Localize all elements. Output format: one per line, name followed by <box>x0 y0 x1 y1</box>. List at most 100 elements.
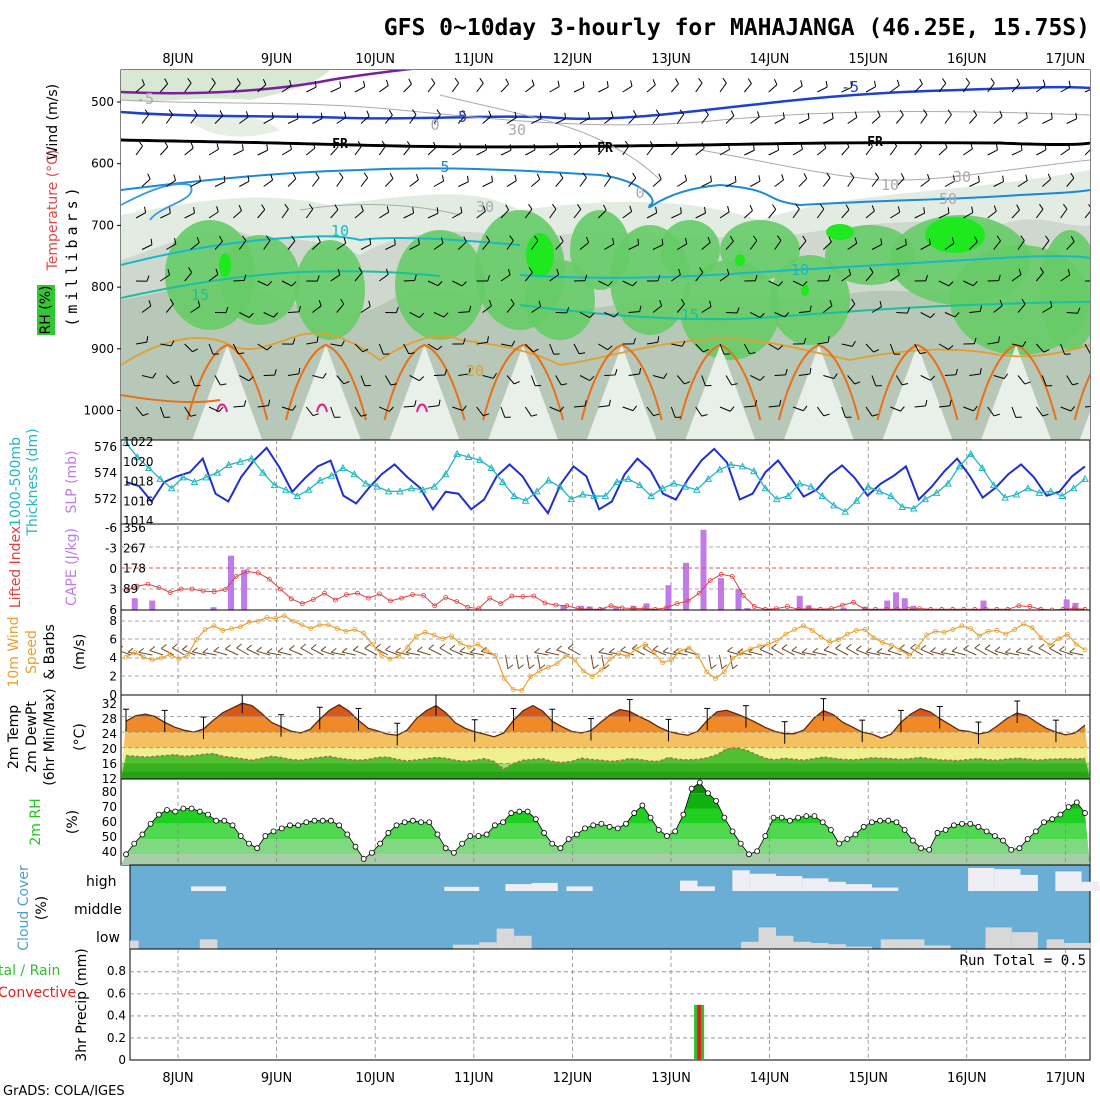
wind-barb-flag <box>236 78 241 84</box>
wind-barb <box>458 181 469 187</box>
lifted-index-marker <box>939 606 945 610</box>
wind-barb-flag <box>731 383 738 386</box>
wind-barb-flag <box>802 281 808 287</box>
wind-barb-flag <box>979 305 983 312</box>
thickness-marker <box>133 452 142 461</box>
thickness-marker <box>978 463 987 471</box>
wind-barb-flag <box>330 647 337 653</box>
wind-barb-flag <box>993 413 1000 417</box>
wind-barb <box>676 375 685 385</box>
wind-barb <box>951 650 966 656</box>
wind-barb-flag <box>518 664 524 670</box>
cape-bar <box>735 588 742 610</box>
wind-barb <box>579 312 590 319</box>
wind-barb <box>646 212 657 219</box>
wind-barb-flag <box>721 664 728 670</box>
lifted-index-marker <box>983 606 989 610</box>
contour-label: -5 <box>841 78 859 96</box>
cape-bar <box>700 529 707 610</box>
bottom-date-label: 13JUN <box>651 1071 691 1086</box>
wind-barb <box>159 406 165 418</box>
wind-speed-marker <box>352 627 358 632</box>
wind-speed-marker <box>757 643 762 649</box>
wind-speed-marker <box>343 628 349 634</box>
wind-barb <box>232 343 239 355</box>
wind-barb-flag <box>150 238 153 245</box>
thickness-marker <box>464 452 473 461</box>
wind-barb-flag <box>749 204 753 211</box>
wind-barb-flag <box>825 81 828 88</box>
wind-barb <box>652 244 664 250</box>
thickness-marker <box>270 481 279 489</box>
lifted-index-marker <box>575 606 581 610</box>
wind-barb-flag <box>1027 645 1033 651</box>
wind-barb <box>889 343 895 355</box>
wind-barb-flag <box>559 235 564 242</box>
wind-barb <box>470 652 485 656</box>
rh-marker <box>909 837 916 844</box>
rh-marker <box>1008 846 1015 853</box>
wind-barb-flag <box>684 237 688 244</box>
contour-30 <box>416 403 428 413</box>
wind-barb-flag <box>141 79 145 86</box>
wind-barb <box>920 114 928 124</box>
rh-marker <box>557 845 564 852</box>
wind-barb-flag <box>971 206 974 213</box>
contour-10 <box>121 235 521 266</box>
wind-barb-flag <box>443 312 449 318</box>
wind-barb-flag <box>1020 235 1025 241</box>
lifted-index-marker <box>1049 607 1055 610</box>
wind-barb <box>378 145 387 156</box>
wind-barb-flag <box>292 173 297 179</box>
temp-tick-label: 28 <box>102 712 117 726</box>
wind-barb <box>166 243 177 250</box>
wind-barb-flag <box>459 647 466 652</box>
lifted-index-tick-label: 6 <box>109 603 117 617</box>
wind-barb-flag <box>727 206 730 213</box>
wind-barb-flag <box>613 312 619 318</box>
rh-marker <box>319 817 326 824</box>
wind-speed-marker <box>1082 647 1088 653</box>
cloud-low-block <box>199 939 218 949</box>
lifted-index-marker <box>553 602 559 608</box>
wind-barb-flag <box>866 647 872 653</box>
wind-barb <box>841 406 846 418</box>
wind-barb-flag <box>900 406 905 412</box>
cape-tick-label: 356 <box>123 521 146 535</box>
wind-barb-flag <box>631 644 638 649</box>
cape-label: CAPE (J/kg) <box>64 528 80 606</box>
wind-speed-marker <box>748 646 754 652</box>
wind-barb-flag <box>947 207 950 214</box>
rh-marker <box>360 855 367 862</box>
lifted-index-marker <box>432 603 438 609</box>
wind-barb-flag <box>872 413 879 417</box>
cloud-level-high: high <box>86 874 117 890</box>
wind-speed-marker <box>924 632 930 638</box>
wind-barb-flag <box>538 300 542 307</box>
wind-barb-flag <box>220 383 227 386</box>
thickness-marker <box>453 449 461 457</box>
wind-barb-flag <box>395 647 401 653</box>
wind-speed-marker <box>774 638 780 643</box>
rh-marker <box>213 817 220 824</box>
wind-barb-flag <box>320 112 323 119</box>
wind-speed-marker <box>660 660 666 666</box>
wind-barb-flag <box>923 207 926 214</box>
wind-barb <box>579 177 587 187</box>
wind-barb <box>963 148 973 156</box>
lifted-index-marker <box>895 606 901 610</box>
lifted-index-marker <box>740 592 746 598</box>
precip-tick-label: 0 <box>118 1053 126 1067</box>
cloud-low-block <box>898 939 925 949</box>
wind-speed-marker <box>501 676 507 681</box>
wind-barb-flag <box>236 643 242 649</box>
lifted-index-marker <box>564 603 570 609</box>
precip-tick-label: 0.2 <box>107 1031 126 1045</box>
wind-barb <box>1091 313 1100 318</box>
wind-barb-flag <box>314 81 317 88</box>
top-date-label: 14JUN <box>750 52 790 67</box>
cape-bar <box>586 606 593 610</box>
wind-barb-flag <box>243 274 247 281</box>
wind-barb-flag <box>352 645 359 651</box>
